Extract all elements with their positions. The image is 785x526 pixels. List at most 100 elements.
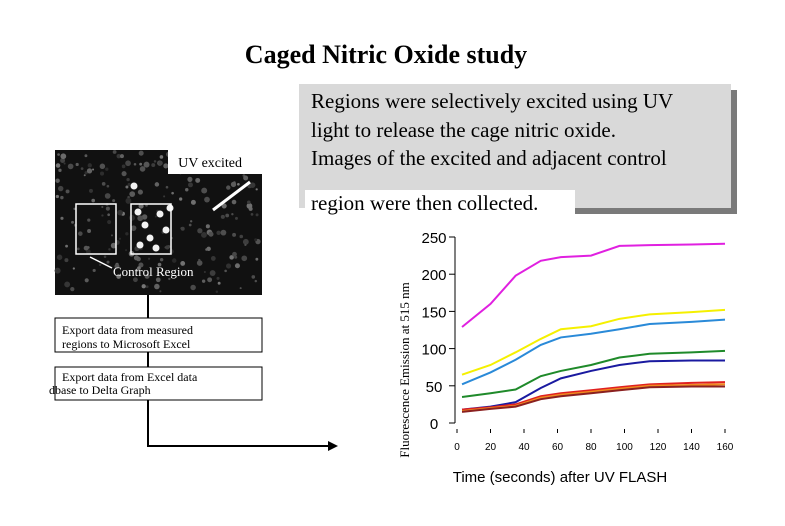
cell [255,188,258,191]
cell [56,254,63,260]
cell [67,163,74,170]
cell [105,206,110,211]
cell [231,213,234,216]
cell [216,230,221,235]
cell [189,220,193,223]
cell [225,263,232,269]
cell [185,188,189,192]
y-tick-label: 50 [426,379,443,396]
y-tick-label: 0 [430,416,438,433]
callout-box [299,84,731,208]
cell [154,283,160,290]
cell [108,248,111,251]
cell [55,178,60,183]
cell [234,255,238,259]
cell [133,277,138,283]
cell [141,214,148,220]
cell [232,232,237,237]
flow-line [147,295,330,447]
cell [201,279,206,283]
cell [92,168,95,171]
cell [163,195,166,198]
series-line [461,308,726,376]
cell [85,249,91,255]
cell [151,163,156,168]
slide-title: Caged Nitric Oxide study [245,40,527,69]
series-line [461,359,725,411]
cell [103,255,107,259]
cell [133,162,137,166]
cell [249,182,256,188]
cell [143,161,150,168]
cell [201,232,207,238]
cell [83,174,86,177]
cell [73,207,76,211]
cell [126,177,130,182]
excited-cell [152,244,160,252]
cell [233,181,236,184]
cell [205,224,210,229]
control-box [75,203,117,255]
cell [100,171,105,176]
callout-line: light to release the cage nitric oxide. [311,118,616,142]
step-text: regions to Microsoft Excel [62,337,191,351]
cell [136,269,139,272]
cell [98,263,102,267]
cell [117,209,123,216]
cell [251,275,256,279]
cell [60,153,67,160]
cell [133,255,140,261]
cell [84,171,88,175]
cell [241,255,248,262]
cell [138,262,144,268]
cell [110,234,113,237]
cell [239,234,244,239]
cell [242,238,249,245]
cell [159,290,162,293]
cell [76,247,80,251]
step-box [54,366,263,401]
cell [54,267,61,274]
excited-cell [136,241,144,249]
excited-cell [162,226,170,234]
cell [128,214,135,221]
callout-tail [305,190,575,216]
cell [84,154,88,158]
cell [171,191,174,195]
cell [139,166,146,172]
cell [137,266,141,270]
flow-arrowhead [328,441,338,451]
cell [70,287,75,292]
cell [196,260,203,266]
cell [58,168,62,172]
cell [226,185,231,190]
cell [171,258,177,263]
cell [235,216,238,220]
cell [137,189,143,195]
cell [55,194,60,199]
cell [101,214,104,217]
cell [250,212,254,216]
series-line [461,385,725,413]
cell [60,216,64,220]
y-axis-label: Fluorescence Emission at 515 nm [397,282,412,457]
step-text: Export data from Excel data [62,370,198,384]
control-arrow [89,256,113,269]
excited-cell [166,204,174,212]
cell [190,284,196,291]
cell [130,225,137,231]
label-box [168,150,262,174]
cell [87,218,91,222]
cell [129,191,136,198]
cell [87,163,92,168]
cell [80,167,84,170]
cell [208,231,214,237]
cell [138,150,144,156]
cell [225,213,230,218]
x-tick-label: 100 [616,442,633,453]
cell [198,258,201,262]
y-tick-label: 250 [421,230,446,247]
cell [205,248,208,251]
cell [165,245,170,250]
step-box [54,317,263,353]
